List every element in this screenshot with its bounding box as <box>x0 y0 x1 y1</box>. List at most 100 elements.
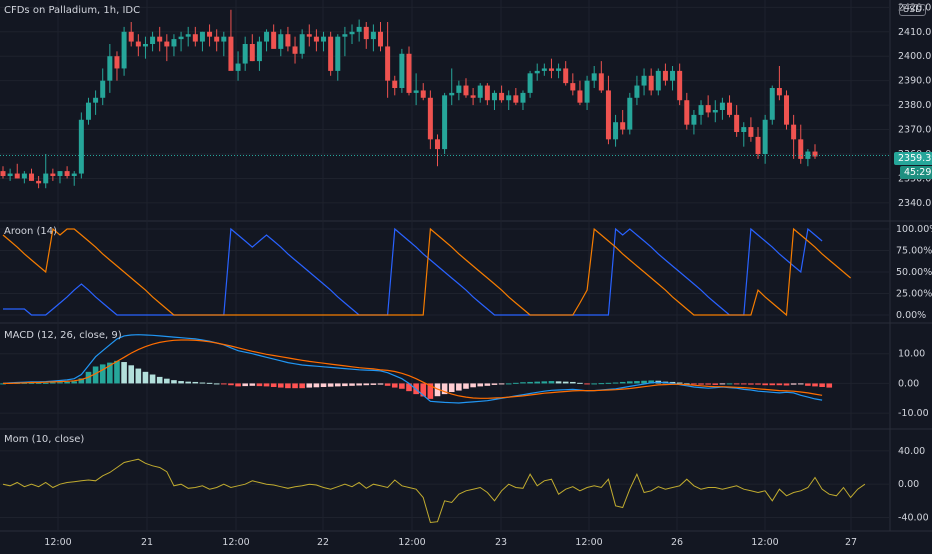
macd-histogram-bar <box>463 383 469 389</box>
macd-histogram-bar <box>263 383 270 387</box>
time-tick-label: 23 <box>495 537 507 548</box>
macd-histogram-bar <box>698 383 704 385</box>
macd-histogram-bar <box>826 383 833 388</box>
mom-tick-label: 0.00 <box>898 479 919 490</box>
candle-body <box>463 85 469 96</box>
candle-body <box>228 36 234 71</box>
macd-histogram-bar <box>797 383 804 385</box>
macd-histogram-bar <box>377 383 384 385</box>
candle-body <box>278 34 284 49</box>
candle-body <box>342 34 348 37</box>
candle-body <box>406 53 412 93</box>
time-tick-label: 27 <box>845 537 857 548</box>
candle-body <box>178 36 184 40</box>
macd-histogram-bar <box>28 382 35 384</box>
candle-body <box>634 85 640 98</box>
candle-body <box>413 90 419 93</box>
macd-histogram-bar <box>598 383 605 385</box>
candle-body <box>577 90 583 103</box>
macd-histogram-bar <box>591 383 597 385</box>
candle-body <box>620 122 626 130</box>
candle-body <box>727 102 733 115</box>
candle-body <box>491 92 497 101</box>
candle-body <box>199 31 205 42</box>
candle-body <box>100 80 106 98</box>
candle-body <box>114 56 120 69</box>
last-price-tag: 2359.39 <box>894 152 932 165</box>
macd-histogram-bar <box>762 383 768 386</box>
candle-body <box>313 36 319 42</box>
macd-histogram-bar <box>391 383 398 388</box>
macd-histogram-bar <box>513 382 519 384</box>
candle-body <box>449 92 455 96</box>
aroon-tick-label: 50.00% <box>896 267 932 278</box>
candle-body <box>185 34 191 37</box>
candle-body <box>28 173 34 181</box>
macd-histogram-bar <box>327 383 334 387</box>
macd-histogram-bar <box>783 383 790 386</box>
time-tick-label: 12:00 <box>751 537 778 548</box>
currency-button[interactable]: USD <box>898 4 926 16</box>
candle-body <box>527 73 533 93</box>
macd-histogram-bar <box>221 383 227 385</box>
candle-body <box>57 171 63 176</box>
macd-histogram-bar <box>627 381 633 384</box>
candle-body <box>363 26 369 40</box>
candle-body <box>164 41 170 47</box>
candle-body <box>14 173 20 179</box>
macd-histogram-bar <box>669 381 676 384</box>
candle-body <box>613 122 619 140</box>
macd-histogram-bar <box>577 382 583 384</box>
candle-body <box>36 180 42 184</box>
macd-histogram-bar <box>776 383 783 386</box>
candle-body <box>513 95 519 103</box>
candle-body <box>563 68 569 84</box>
macd-histogram-bar <box>406 383 412 392</box>
candle-body <box>798 139 804 159</box>
candle-body <box>520 92 526 103</box>
macd-histogram-bar <box>491 383 498 385</box>
candle-body <box>328 36 334 71</box>
macd-histogram-bar <box>50 382 56 384</box>
candle-body <box>192 34 198 42</box>
macd-histogram-bar <box>520 382 526 384</box>
candle-body <box>249 44 255 62</box>
candle-body <box>556 68 562 71</box>
candle-body <box>349 31 355 35</box>
candle-body <box>256 41 262 62</box>
macd-histogram-bar <box>178 381 184 384</box>
macd-line <box>2 334 823 404</box>
macd-histogram-bar <box>634 381 640 384</box>
candle-body <box>299 34 305 54</box>
countdown-tag: 45:29 <box>900 166 932 179</box>
macd-histogram-bar <box>149 374 156 384</box>
macd-histogram-bar <box>748 383 754 385</box>
macd-histogram-bar <box>812 383 818 387</box>
candle-body <box>741 127 747 132</box>
macd-histogram-bar <box>733 383 740 385</box>
mom-tick-label: 40.00 <box>898 446 925 457</box>
macd-tick-label: -10.00 <box>898 408 929 419</box>
candle-body <box>548 68 554 71</box>
candle-body <box>442 95 448 150</box>
macd-histogram-bar <box>399 383 405 389</box>
macd-histogram-bar <box>213 383 220 385</box>
candle-body <box>93 97 99 103</box>
mom-title: Mom (10, close) <box>4 434 85 445</box>
candle-body <box>712 110 718 113</box>
price-tick-label: 2410.0 <box>898 27 931 38</box>
macd-histogram-bar <box>35 382 42 384</box>
macd-histogram-bar <box>363 383 370 386</box>
candle-body <box>784 95 790 125</box>
candle-body <box>221 36 227 42</box>
candle-body <box>420 90 426 98</box>
macd-histogram-bar <box>121 362 127 384</box>
candle-body <box>755 136 761 154</box>
macd-histogram-bar <box>306 383 313 388</box>
macd-histogram-bar <box>107 362 113 384</box>
candle-body <box>21 173 27 179</box>
macd-histogram-bar <box>242 383 248 387</box>
macd-histogram-bar <box>42 382 49 384</box>
